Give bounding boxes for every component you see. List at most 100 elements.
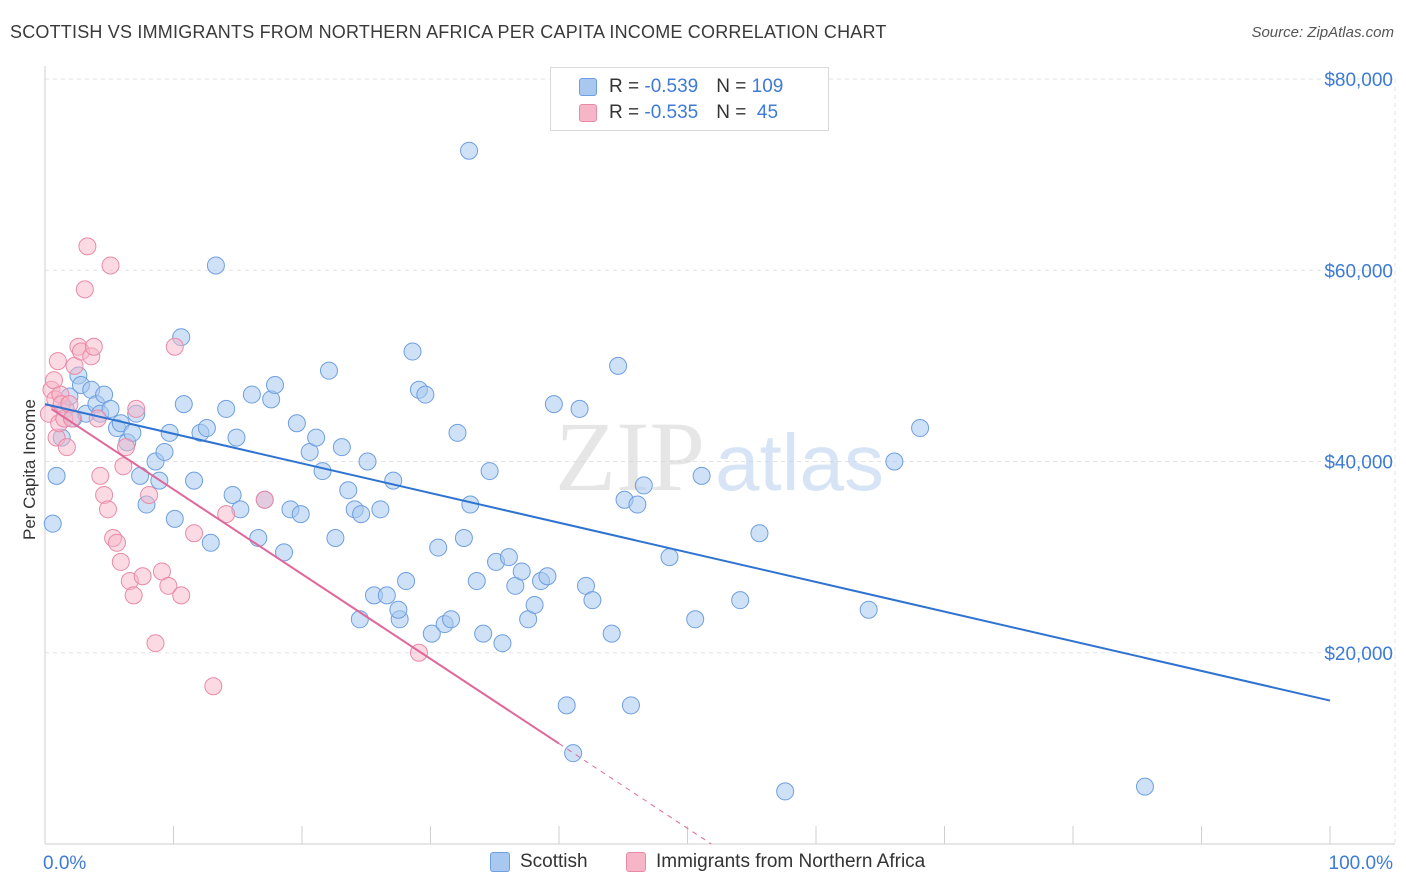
scottish-point [155,442,174,461]
immigrant-point [140,485,159,504]
scottish-point [201,533,220,552]
immigrant-point [159,576,178,595]
scottish-point [750,524,769,543]
scottish-point [429,538,448,557]
scottish-point [538,567,557,586]
scottish-point [291,505,310,524]
scottish-point [557,696,576,715]
scottish-point [474,624,493,643]
immigrant-point [91,466,110,485]
x-tick-label: 100.0% [1329,853,1394,874]
immigrant-point [116,438,135,457]
series-legend-swatch-scottish [490,852,510,872]
scottish-point [339,481,358,500]
scottish-point [197,419,216,438]
scottish-point [480,462,499,481]
scottish-point [448,423,467,442]
scottish-point [628,495,647,514]
scottish-point [634,476,653,495]
legend-swatch-immigrants [579,104,597,122]
legend-row-scottish: R = -0.539 N = 109 [579,75,783,99]
scottish-point [275,543,294,562]
scottish-point [609,356,628,375]
series-legend-item-scottish: Scottish [490,851,588,873]
scottish-point [332,438,351,457]
scottish-point [403,342,422,361]
immigrant-point [111,552,130,571]
scottish-point [525,595,544,614]
immigrant-point [165,337,184,356]
scottish-point [326,529,345,547]
y-tick-label: $80,000 [1324,70,1393,91]
scottish-point [217,399,236,418]
scottish-point [43,514,62,533]
immigrant-trendline [50,408,560,745]
legend-r-value: -0.539 [644,76,699,97]
scottish-point [499,548,518,567]
scottish-point [416,385,435,404]
scottish-point [242,385,261,404]
scottish-point [859,600,878,619]
immigrant-point [185,524,204,543]
series-legend: Scottish Immigrants from Northern Africa [0,851,1406,877]
trend-layer [44,403,1331,845]
scottish-point [223,485,242,504]
scottish-point [358,452,377,471]
stats-legend: R = -0.539 N = 109 R = -0.535 N = 45 [550,67,829,131]
immigrant-point [75,280,94,299]
legend-n-value: 109 [751,76,784,97]
scottish-point [512,562,531,581]
watermark-atlas: atlas [715,418,884,507]
scottish-point [570,399,589,418]
scottish-point [101,399,120,418]
scottish-point [885,452,904,471]
scottish-point [206,256,225,275]
immigrant-point [107,533,126,552]
scottish-point [454,529,473,547]
scottish-point [692,466,711,485]
tick-label-layer: $20,000 $40,000 $60,000 $80,000 0.0% 100.0% [43,70,1393,874]
series-legend-label-scottish: Scottish [520,851,588,872]
y-tick-label: $20,000 [1324,644,1393,665]
immigrant-point [84,337,103,356]
scottish-point [493,634,512,653]
y-tick-label: $60,000 [1324,261,1393,282]
scottish-point [583,591,602,610]
immigrant-point [127,399,146,418]
immigrant-point [98,500,117,519]
scottish-point [660,548,679,567]
y-axis-label: Per Capita Income [20,399,39,540]
scottish-point [389,600,408,619]
immigrant-point [78,237,97,256]
scottish-point [686,610,705,629]
x-tick-label: 0.0% [43,853,86,874]
immigrant-point [172,586,191,605]
chart-source: Source: ZipAtlas.com [1251,24,1394,41]
y-tick-label: $40,000 [1324,453,1393,474]
scottish-point [165,509,184,528]
series-legend-swatch-immigrants [626,852,646,872]
scottish-point [313,462,332,481]
scottish-point [602,624,621,643]
immigrant-point [133,567,152,586]
scottish-point [776,782,795,801]
series-legend-item-immigrants: Immigrants from Northern Africa [626,851,925,873]
scottish-point [266,376,285,394]
scottish-trendline [44,403,1331,702]
immigrant-point [204,677,223,696]
scottish-point [442,610,461,629]
scottish-point [131,466,150,485]
series-legend-label-immigrants: Immigrants from Northern Africa [656,851,926,872]
legend-row-immigrants: R = -0.535 N = 45 [579,101,778,125]
scottish-point [287,414,306,433]
legend-n-value: 45 [751,102,779,123]
immigrant-point [146,634,165,653]
scottish-point [307,428,326,447]
immigrant-point [48,352,67,371]
scottish-point [621,696,640,715]
scottish-point [460,141,479,160]
axis-layer [44,66,1395,845]
immigrant-trendline-extension [558,743,712,845]
legend-swatch-scottish [579,78,597,96]
